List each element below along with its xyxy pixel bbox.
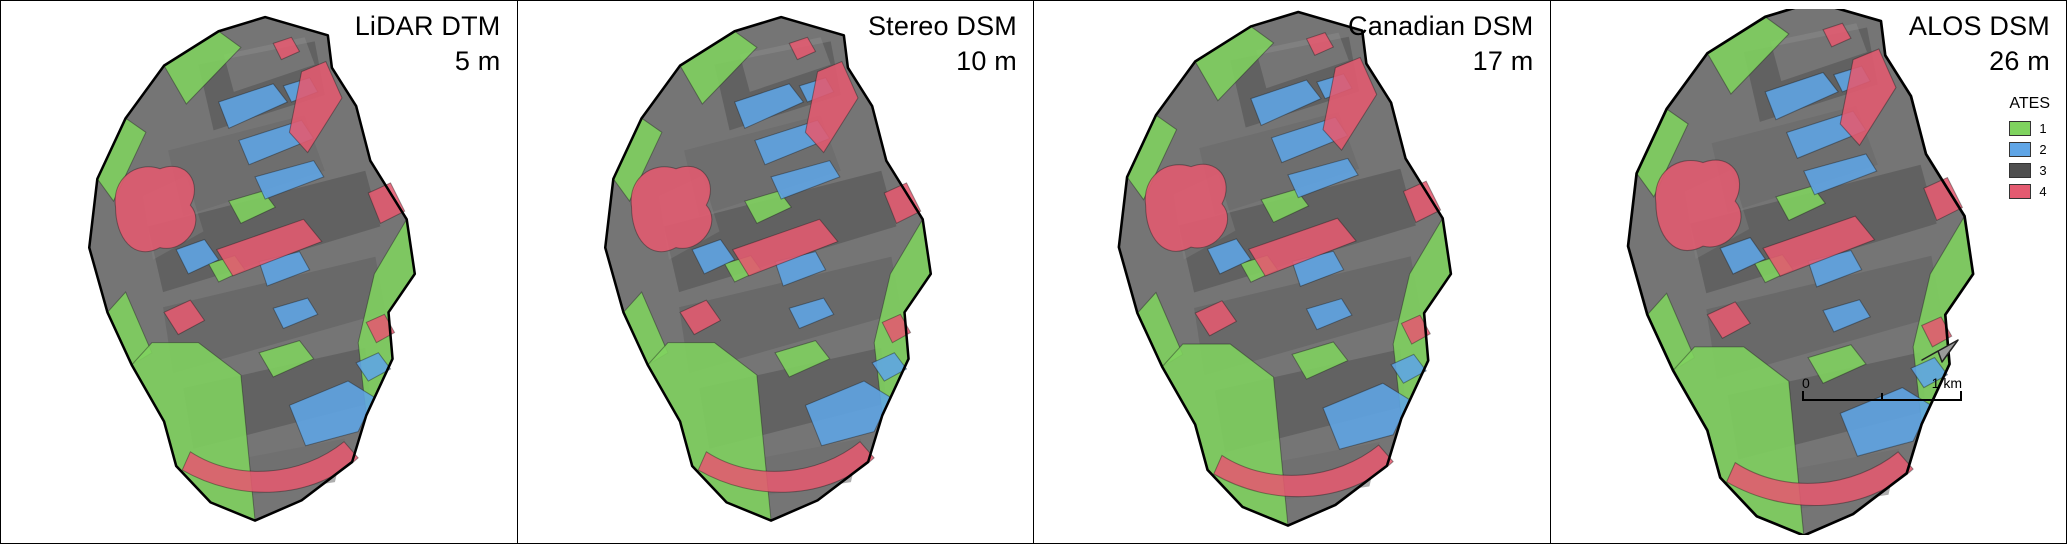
legend-label-class4: 4 xyxy=(2039,184,2047,199)
scale-bar-end: 1 km xyxy=(1931,375,1962,391)
scale-bar: 0 1 km xyxy=(1802,375,1962,401)
panel-stereo-dsm: Stereo DSM 10 m xyxy=(517,1,1034,543)
north-arrow-icon xyxy=(1918,334,1962,371)
model-name: Canadian DSM xyxy=(1348,11,1534,41)
panel-canadian-dsm: Canadian DSM 17 m xyxy=(1034,1,1551,543)
legend-item-2: 2 xyxy=(2009,142,2050,157)
model-resolution: 26 m xyxy=(1989,45,2050,76)
ates-legend: ATES 1 2 3 4 xyxy=(2009,95,2050,205)
legend-swatch-class2 xyxy=(2009,142,2032,157)
panel-alos-dsm: ALOS DSM 26 m ATES 1 2 3 4 xyxy=(1550,1,2067,543)
legend-swatch-class3 xyxy=(2009,163,2032,178)
panel-title: LiDAR DTM 5 m xyxy=(355,9,501,78)
legend-title: ATES xyxy=(2009,95,2050,112)
legend-item-1: 1 xyxy=(2009,121,2050,136)
model-name: Stereo DSM xyxy=(867,11,1017,41)
legend-swatch-class4 xyxy=(2009,184,2032,199)
legend-swatch-class1 xyxy=(2009,121,2032,136)
legend-label-class2: 2 xyxy=(2039,142,2047,157)
panel-title: Stereo DSM 10 m xyxy=(868,9,1017,78)
model-resolution: 10 m xyxy=(956,45,1017,76)
legend-item-4: 4 xyxy=(2009,184,2050,199)
scale-bar-labels: 0 1 km xyxy=(1802,375,1962,391)
scale-bar-rule xyxy=(1802,391,1962,401)
legend-item-3: 3 xyxy=(2009,163,2050,178)
panel-title: ALOS DSM 26 m xyxy=(1909,9,2050,78)
ates-map-alos xyxy=(1551,1,2067,543)
ates-map-lidar xyxy=(1,1,517,543)
model-resolution: 17 m xyxy=(1472,45,1534,76)
model-name: ALOS DSM xyxy=(1908,11,2050,41)
ates-map-canadian xyxy=(1034,1,1550,543)
legend-label-class3: 3 xyxy=(2039,163,2047,178)
model-name: LiDAR DTM xyxy=(354,11,501,41)
model-resolution: 5 m xyxy=(454,45,501,76)
ates-map-stereo xyxy=(518,1,1034,543)
panel-title: Canadian DSM 17 m xyxy=(1348,9,1534,78)
legend-label-class1: 1 xyxy=(2039,121,2047,136)
scale-bar-start: 0 xyxy=(1802,375,1810,391)
panel-lidar-dtm: LiDAR DTM 5 m xyxy=(1,1,518,543)
